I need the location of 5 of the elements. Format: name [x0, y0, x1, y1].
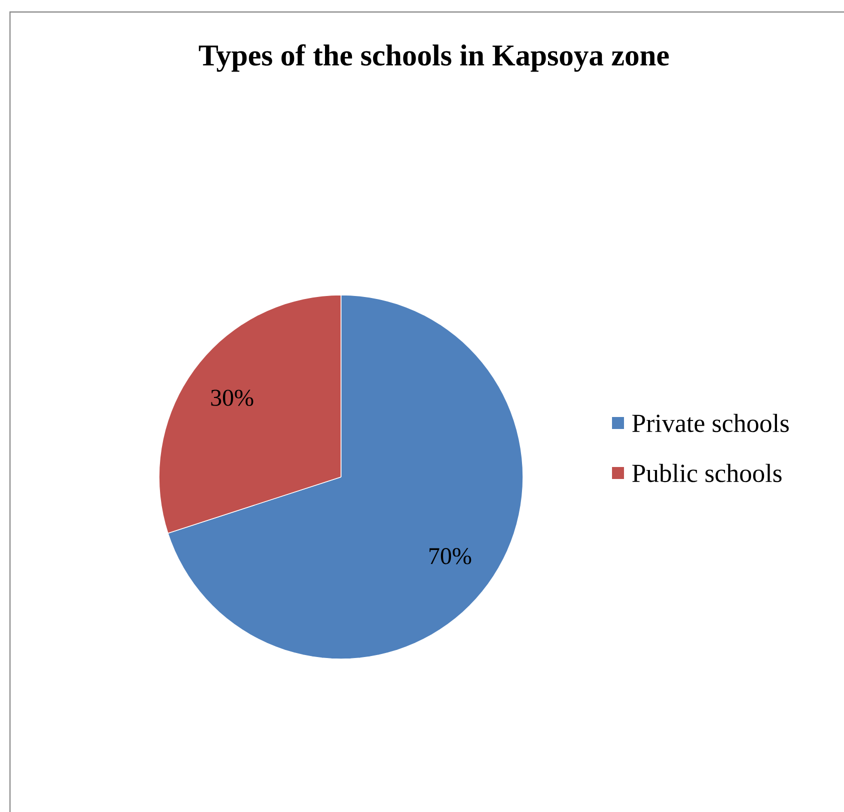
chart-title: Types of the schools in Kapsoya zone: [198, 44, 669, 72]
data-label: 70%: [430, 548, 472, 564]
legend-label: Public schools: [632, 464, 782, 482]
legend-label: Private schools: [632, 414, 789, 432]
data-label: 30%: [211, 390, 254, 406]
